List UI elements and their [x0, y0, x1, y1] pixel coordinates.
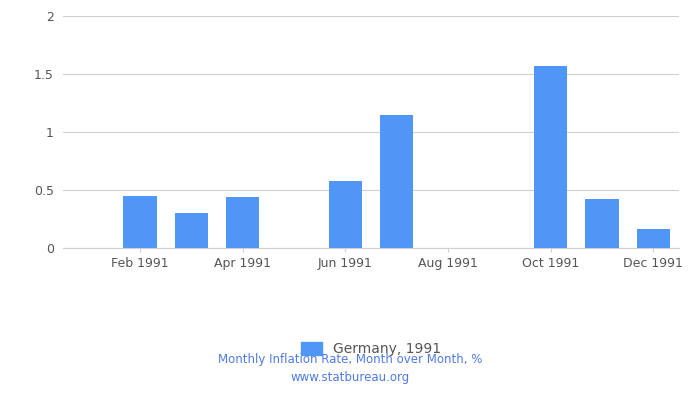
Bar [174, 213, 208, 248]
Bar [585, 199, 619, 248]
Bar [123, 196, 157, 248]
Bar [534, 66, 567, 248]
Bar [380, 115, 413, 248]
Legend: Germany, 1991: Germany, 1991 [295, 336, 447, 362]
Bar [637, 230, 670, 248]
Bar [328, 181, 362, 248]
Bar [226, 197, 260, 248]
Text: Monthly Inflation Rate, Month over Month, %: Monthly Inflation Rate, Month over Month… [218, 354, 482, 366]
Text: www.statbureau.org: www.statbureau.org [290, 372, 410, 384]
